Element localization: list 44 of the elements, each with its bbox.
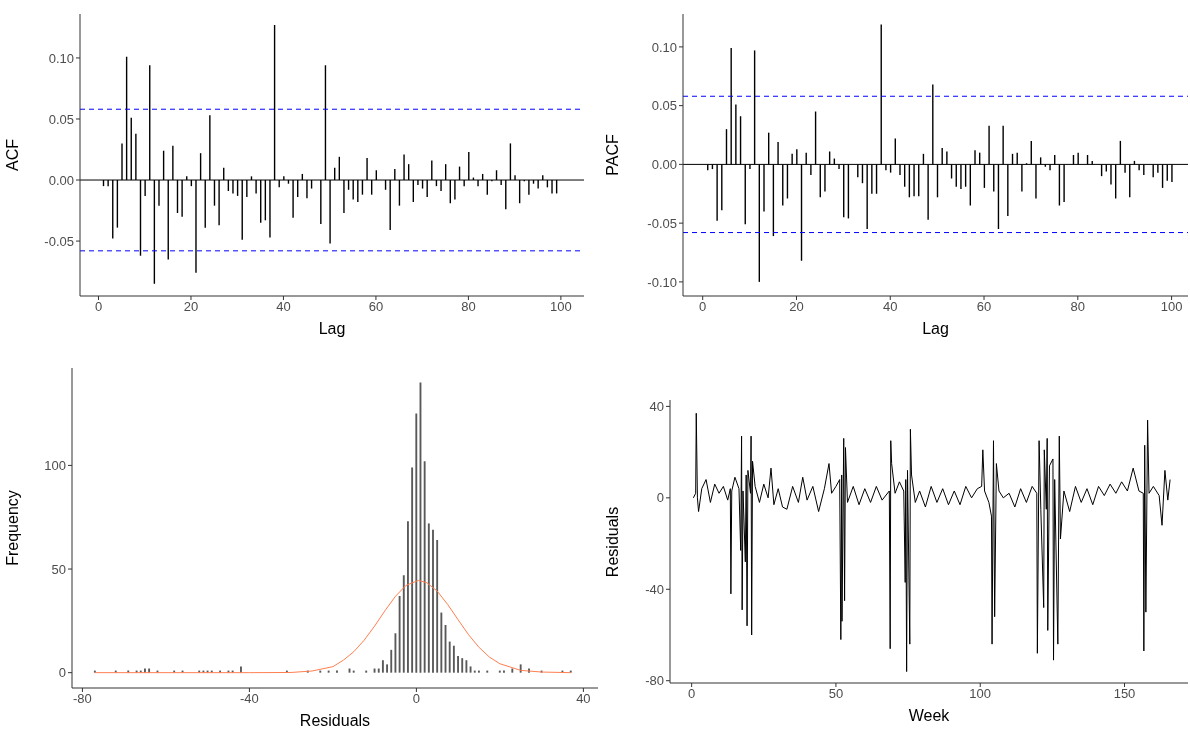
y-axis-title: PACF [604, 134, 622, 176]
y-tick-label: -80 [645, 673, 664, 689]
x-tick-label: 80 [1070, 299, 1086, 315]
x-tick-label: 0 [688, 686, 696, 702]
x-tick-label: 40 [883, 299, 898, 315]
x-tick-label: 100 [969, 686, 992, 702]
x-tick-label: 0 [412, 691, 421, 707]
y-axis-title: Frequency [4, 490, 22, 566]
x-tick-label: 0 [699, 299, 707, 315]
y-axis-title: Residuals [604, 506, 622, 577]
y-tick-label: 50 [51, 561, 66, 577]
x-tick-label: 60 [976, 299, 992, 315]
x-tick-label: 0 [94, 299, 103, 315]
y-axis-title: ACF [4, 139, 22, 171]
x-tick-label: 100 [1160, 299, 1183, 315]
x-tick-label: 40 [276, 299, 291, 315]
y-tick-label: -0.05 [44, 233, 74, 249]
x-axis-title: Week [907, 707, 951, 725]
y-tick-label: 40 [649, 399, 664, 415]
y-tick-label: 0 [656, 490, 664, 506]
y-tick-label: -40 [645, 581, 664, 597]
x-tick-label: 40 [576, 691, 591, 707]
x-tick-label: 150 [1113, 686, 1136, 702]
x-tick-label: 80 [461, 299, 476, 315]
y-tick-label: -0.05 [647, 215, 677, 231]
y-tick-label: 100 [44, 458, 66, 474]
y-tick-label: 0.10 [48, 50, 74, 66]
y-tick-label: 0.00 [48, 172, 74, 188]
x-tick-label: 20 [789, 299, 804, 315]
y-tick-label: 0.00 [651, 157, 677, 173]
y-tick-label: 0.05 [651, 98, 677, 114]
x-axis-title: Residuals [298, 712, 372, 730]
x-tick-label: 60 [368, 299, 384, 315]
y-tick-label: -0.10 [647, 274, 677, 290]
x-tick-label: 50 [828, 686, 844, 702]
x-tick-label: 20 [183, 299, 199, 315]
x-tick-label: -80 [73, 691, 92, 707]
y-tick-label: 0.10 [651, 39, 677, 55]
x-tick-label: -40 [240, 691, 259, 707]
x-tick-label: 100 [550, 299, 572, 315]
x-axis-title: Lag [317, 320, 347, 338]
y-tick-label: 0.05 [48, 111, 74, 127]
y-tick-label: 0 [58, 665, 66, 681]
x-axis-title: Lag [921, 320, 950, 338]
